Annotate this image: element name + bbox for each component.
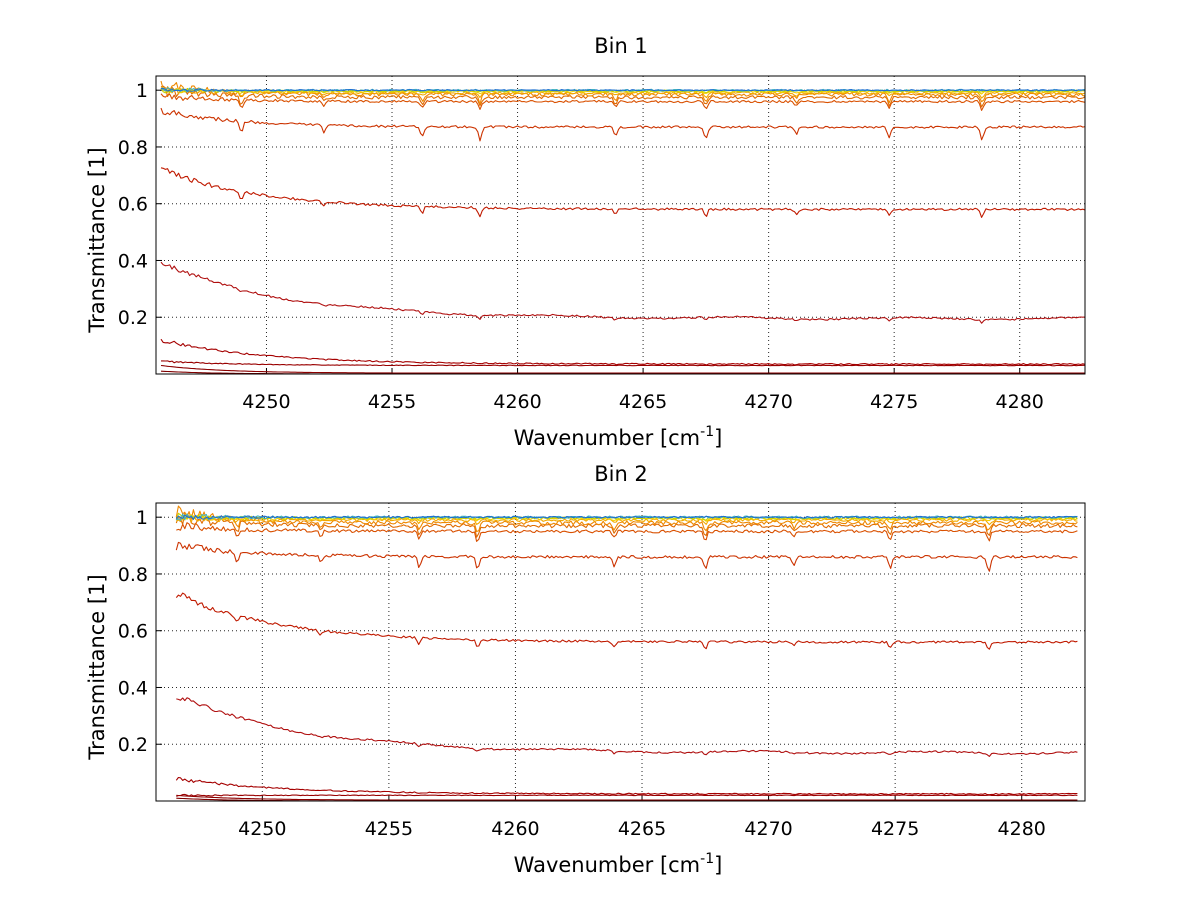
x-axis-label-main: Wavenumber [cm xyxy=(514,853,700,877)
y-tick-labels: 0.2 0.4 0.6 0.8 1 xyxy=(118,507,148,756)
plot-bin-2: Bin 2 4250 4255 4260 4265 4270 4275 4280 0.20.… xyxy=(85,462,1086,877)
x-tick-label: 4265 xyxy=(618,818,666,840)
x-tick-label: 4270 xyxy=(744,818,792,840)
series-line xyxy=(176,522,1078,542)
series-line xyxy=(160,364,1085,374)
chart-title: Bin 2 xyxy=(594,462,648,486)
y-tick-labels: 0.2 0.4 0.6 0.8 1 xyxy=(118,80,148,329)
x-axis-label-superscript: -1 xyxy=(700,424,714,440)
x-tick-label: 4255 xyxy=(365,818,413,840)
y-tick-label: 0.8 xyxy=(118,137,148,159)
y-tick-label: 0.2 xyxy=(118,307,148,329)
y-tick-label: 0.4 xyxy=(118,677,148,699)
x-axis-label: Wavenumber [cm-1] xyxy=(514,424,723,450)
series-line xyxy=(176,697,1078,757)
series-line xyxy=(160,261,1086,324)
y-tick-label: 0.6 xyxy=(118,621,148,643)
x-tick-label: 4255 xyxy=(368,391,416,413)
y-tick-label: 0.4 xyxy=(118,250,148,272)
y-axis-label: Transmittance [1] xyxy=(85,574,109,760)
x-tick-label: 4265 xyxy=(619,391,667,413)
x-tick-labels: 4250 4255 4260 4265 4270 4275 4280 xyxy=(238,818,1046,840)
series-line xyxy=(160,167,1086,218)
series-line xyxy=(175,776,1078,796)
chart-title: Bin 1 xyxy=(594,34,648,58)
x-tick-label: 4275 xyxy=(870,391,918,413)
x-tick-label: 4260 xyxy=(491,818,539,840)
series-line xyxy=(175,541,1078,572)
series-line xyxy=(175,512,1078,538)
series-line xyxy=(161,360,1085,367)
series-line xyxy=(175,592,1078,650)
x-axis-label-end: ] xyxy=(714,853,722,877)
x-tick-label: 4280 xyxy=(998,818,1046,840)
y-tick-label: 0.2 xyxy=(118,734,148,756)
y-tick-label: 0.6 xyxy=(118,194,148,216)
plot-frame xyxy=(155,502,1086,802)
x-axis-label-end: ] xyxy=(714,426,722,450)
y-tick-label: 0.8 xyxy=(118,564,148,586)
y-axis-label: Transmittance [1] xyxy=(85,147,109,333)
x-axis-label: Wavenumber [cm-1] xyxy=(514,851,723,877)
series-line xyxy=(175,505,1078,533)
series-line xyxy=(160,338,1086,366)
series-line xyxy=(160,87,1086,92)
series-line xyxy=(160,107,1086,142)
x-tick-label: 4280 xyxy=(996,391,1044,413)
series-line xyxy=(176,794,1078,801)
series-line xyxy=(176,793,1078,797)
x-tick-label: 4275 xyxy=(871,818,919,840)
x-tick-label: 4250 xyxy=(238,818,286,840)
x-tick-label: 4270 xyxy=(744,391,792,413)
x-tick-label: 4250 xyxy=(242,391,290,413)
plot-frame xyxy=(155,75,1086,375)
series-line xyxy=(175,514,1078,520)
x-tick-labels: 4250 4255 4260 4265 4270 4275 4280 xyxy=(242,391,1044,413)
y-tick-label: 1 xyxy=(136,507,148,529)
series-line xyxy=(160,85,1086,108)
y-tick-label: 1 xyxy=(136,80,148,102)
plot-bin-1: Bin 1 4250 4255 4260 4265 4270 4275 4280 0.20.… xyxy=(85,34,1086,450)
x-tick-label: 4260 xyxy=(493,391,541,413)
series-line xyxy=(160,93,1086,111)
x-axis-label-main: Wavenumber [cm xyxy=(514,426,700,450)
x-axis-label-superscript: -1 xyxy=(700,851,714,867)
